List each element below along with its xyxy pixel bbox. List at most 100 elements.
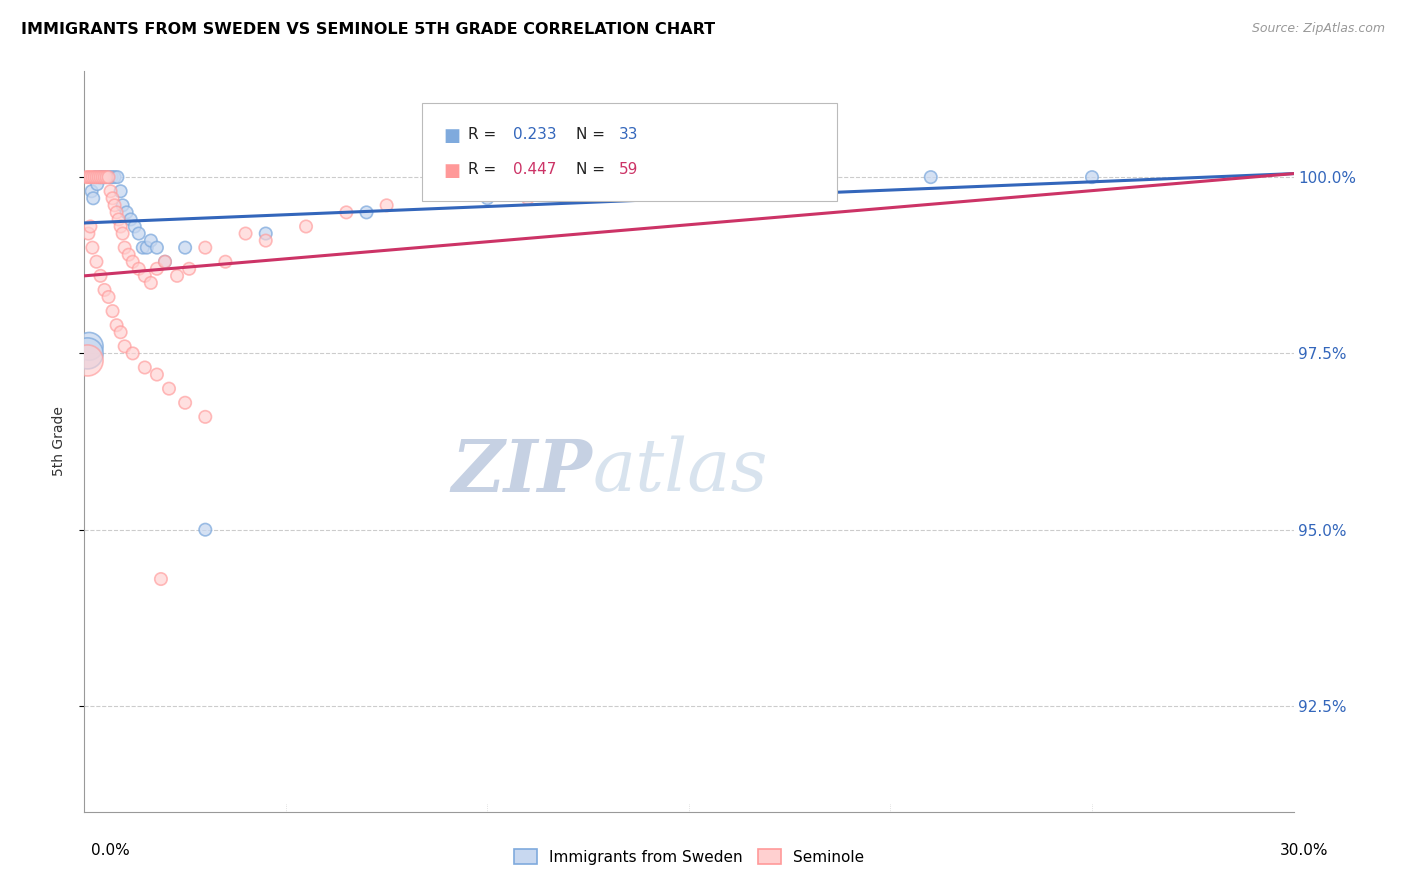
Point xyxy=(86,170,108,185)
Point xyxy=(93,170,115,185)
Point xyxy=(179,261,201,276)
Point xyxy=(76,353,98,368)
Point xyxy=(295,219,318,234)
Text: 30.0%: 30.0% xyxy=(1281,843,1329,858)
Point xyxy=(114,241,136,255)
Point xyxy=(174,396,197,410)
Point xyxy=(97,170,120,185)
Y-axis label: 5th Grade: 5th Grade xyxy=(52,407,66,476)
Point xyxy=(82,191,104,205)
Point xyxy=(107,212,129,227)
Point xyxy=(128,227,150,241)
Point xyxy=(436,184,458,198)
Point xyxy=(146,368,169,382)
Point xyxy=(77,227,100,241)
Point xyxy=(134,268,156,283)
Point xyxy=(105,318,128,333)
Text: N =: N = xyxy=(576,162,610,178)
Point xyxy=(104,198,127,212)
Point xyxy=(194,409,217,424)
Point xyxy=(153,254,176,268)
Point xyxy=(477,191,499,205)
Point xyxy=(110,219,132,234)
Point xyxy=(75,170,97,185)
Point xyxy=(77,170,100,185)
Text: 33: 33 xyxy=(619,127,638,142)
Point xyxy=(84,170,107,185)
Point xyxy=(89,268,111,283)
Point xyxy=(89,170,111,185)
Point xyxy=(93,170,115,185)
Point xyxy=(80,184,103,198)
Point xyxy=(96,170,118,185)
Point xyxy=(637,177,659,191)
Point xyxy=(93,283,115,297)
Text: ■: ■ xyxy=(443,162,460,180)
Text: ■: ■ xyxy=(443,127,460,145)
Point xyxy=(139,234,162,248)
Point xyxy=(90,170,112,185)
Point xyxy=(86,177,108,191)
Point xyxy=(76,346,98,360)
Text: 0.447: 0.447 xyxy=(513,162,557,178)
Point xyxy=(124,219,146,234)
Point xyxy=(115,205,138,219)
Point xyxy=(82,241,104,255)
Point xyxy=(111,227,134,241)
Point xyxy=(101,304,124,318)
Point xyxy=(132,241,155,255)
Point xyxy=(87,170,110,185)
Text: ZIP: ZIP xyxy=(451,435,592,507)
Point xyxy=(77,339,100,353)
Point xyxy=(107,170,129,185)
Point xyxy=(235,227,257,241)
Point xyxy=(100,184,122,198)
Text: IMMIGRANTS FROM SWEDEN VS SEMINOLE 5TH GRADE CORRELATION CHART: IMMIGRANTS FROM SWEDEN VS SEMINOLE 5TH G… xyxy=(21,22,716,37)
Point xyxy=(1081,170,1104,185)
Point xyxy=(120,212,142,227)
Point xyxy=(101,191,124,205)
Point xyxy=(91,170,114,185)
Text: R =: R = xyxy=(468,162,502,178)
Text: N =: N = xyxy=(576,127,610,142)
Point xyxy=(214,254,236,268)
Point xyxy=(100,170,122,185)
Point xyxy=(149,572,172,586)
Text: atlas: atlas xyxy=(592,436,768,507)
Point xyxy=(79,170,101,185)
Point xyxy=(335,205,357,219)
Point xyxy=(118,248,141,262)
Point xyxy=(121,346,143,360)
Point xyxy=(79,219,101,234)
Point xyxy=(637,170,659,185)
Point xyxy=(83,170,105,185)
Point xyxy=(153,254,176,268)
Point xyxy=(128,261,150,276)
Point xyxy=(121,254,143,268)
Point xyxy=(111,198,134,212)
Point xyxy=(356,205,378,219)
Text: 0.0%: 0.0% xyxy=(91,843,131,858)
Point xyxy=(194,523,217,537)
Point xyxy=(82,170,104,185)
Point xyxy=(96,170,118,185)
Point xyxy=(105,205,128,219)
Point xyxy=(146,241,169,255)
Point xyxy=(114,339,136,353)
Point xyxy=(104,170,127,185)
Point xyxy=(110,184,132,198)
Point xyxy=(86,254,108,268)
Point xyxy=(97,290,120,304)
Point xyxy=(135,241,157,255)
Point xyxy=(516,191,538,205)
Point xyxy=(254,227,277,241)
Point xyxy=(194,241,217,255)
Text: R =: R = xyxy=(468,127,502,142)
Point xyxy=(758,170,780,185)
Point xyxy=(166,268,188,283)
Point xyxy=(920,170,942,185)
Point xyxy=(110,325,132,339)
Point xyxy=(375,198,398,212)
Legend: Immigrants from Sweden, Seminole: Immigrants from Sweden, Seminole xyxy=(508,843,870,871)
Text: 59: 59 xyxy=(619,162,638,178)
